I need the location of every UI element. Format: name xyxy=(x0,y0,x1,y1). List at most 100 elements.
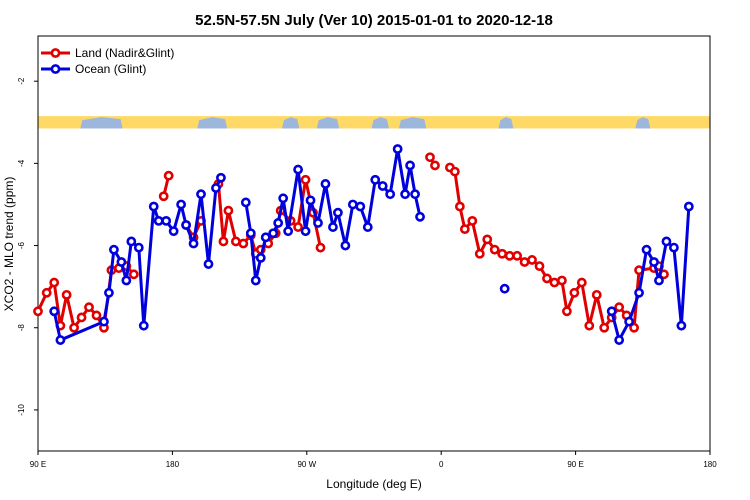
data-point xyxy=(49,306,60,317)
data-point xyxy=(641,244,652,255)
data-point xyxy=(549,277,560,288)
data-point xyxy=(240,197,251,208)
data-point xyxy=(489,244,500,255)
data-point xyxy=(163,170,174,181)
data-point xyxy=(340,240,351,251)
data-point xyxy=(300,174,311,185)
map-ocean-patch xyxy=(398,117,427,129)
legend-land-label: Land (Nadir&Glint) xyxy=(75,46,174,60)
series-layer xyxy=(33,144,694,345)
data-point xyxy=(400,189,411,200)
data-point xyxy=(569,287,580,298)
data-point xyxy=(313,218,323,228)
data-point xyxy=(591,289,602,300)
x-axis-label: Longitude (deg E) xyxy=(326,477,421,491)
data-point xyxy=(599,322,610,333)
data-point xyxy=(561,306,572,317)
y-tick-label: -6 xyxy=(17,241,26,249)
data-point xyxy=(41,287,52,298)
plot-frame xyxy=(37,35,711,452)
series-line xyxy=(610,206,691,342)
data-point xyxy=(377,181,388,191)
data-point xyxy=(629,322,639,333)
x-tick-label: 180 xyxy=(166,460,180,469)
map-ocean-patch xyxy=(371,117,389,129)
data-point xyxy=(624,316,635,327)
map-ocean-patch xyxy=(316,117,340,129)
data-point xyxy=(425,152,435,163)
legend-land-marker xyxy=(50,48,61,58)
data-point xyxy=(196,189,206,200)
x-tick-label: 0 xyxy=(439,460,444,469)
x-tick-label: 90 W xyxy=(297,460,316,469)
series-ocean xyxy=(49,144,694,345)
map-ocean-patch xyxy=(281,117,300,129)
data-point xyxy=(482,234,493,245)
data-point xyxy=(116,257,127,267)
data-point xyxy=(148,201,159,212)
data-point xyxy=(474,248,485,259)
data-point xyxy=(176,199,187,210)
data-point xyxy=(320,179,331,189)
data-point xyxy=(449,166,460,177)
data-point xyxy=(467,216,478,226)
data-point xyxy=(328,222,338,232)
map-ocean-patch xyxy=(80,117,123,129)
data-point xyxy=(273,218,284,228)
data-point xyxy=(109,244,119,255)
series-line xyxy=(448,166,666,330)
data-point xyxy=(614,302,625,313)
data-point xyxy=(250,275,261,286)
data-point xyxy=(392,144,403,154)
data-point xyxy=(161,216,172,226)
data-point xyxy=(216,172,226,183)
x-tick-label: 90 E xyxy=(567,460,583,469)
data-point xyxy=(138,320,149,331)
data-point xyxy=(126,236,137,247)
data-point xyxy=(168,226,179,237)
y-axis: -2 -4 -6 -8 -10 xyxy=(17,77,38,416)
y-tick-label: -8 xyxy=(17,324,26,332)
x-axis: 90 E 180 90 W 0 90 E 180 xyxy=(30,451,717,469)
data-point xyxy=(223,205,234,216)
data-point xyxy=(557,275,567,286)
data-point xyxy=(218,236,229,247)
data-point xyxy=(499,283,510,294)
data-point xyxy=(305,195,316,206)
data-point xyxy=(121,275,132,286)
chart-title: 52.5N-57.5N July (Ver 10) 2015-01-01 to … xyxy=(195,12,553,29)
data-point xyxy=(128,269,139,280)
data-point xyxy=(293,164,303,175)
data-point xyxy=(268,228,279,239)
data-point xyxy=(230,236,241,247)
data-point xyxy=(33,306,43,317)
data-point xyxy=(454,201,465,212)
data-point xyxy=(504,250,515,261)
data-point xyxy=(355,201,366,212)
data-point xyxy=(410,189,420,200)
data-point xyxy=(542,273,552,284)
world-map-strip xyxy=(38,116,710,129)
data-point xyxy=(260,232,271,243)
data-point xyxy=(255,252,266,263)
data-point xyxy=(333,207,343,218)
data-point xyxy=(293,222,303,232)
x-tick-label: 90 E xyxy=(30,460,46,469)
data-point xyxy=(497,248,508,259)
y-axis-label: XCO2 - MLO trend (ppm) xyxy=(2,177,16,312)
data-point xyxy=(203,259,214,269)
data-point xyxy=(669,242,679,253)
data-point xyxy=(347,199,358,210)
legend-ocean-marker xyxy=(50,64,61,74)
data-point xyxy=(300,226,311,237)
data-point xyxy=(512,250,523,261)
legend: Land (Nadir&Glint) Ocean (Glint) xyxy=(41,46,174,76)
legend-ocean-label: Ocean (Glint) xyxy=(75,62,146,76)
data-point xyxy=(99,316,109,327)
data-point xyxy=(61,289,72,300)
data-point xyxy=(315,242,326,253)
map-ocean-patch xyxy=(197,117,228,129)
y-tick-label: -4 xyxy=(17,159,26,167)
data-point xyxy=(405,160,415,171)
